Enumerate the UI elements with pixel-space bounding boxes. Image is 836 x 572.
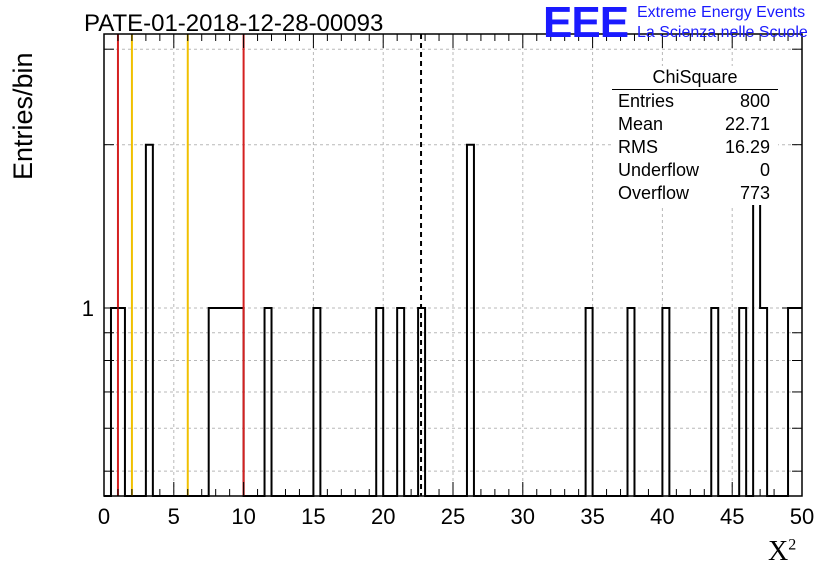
histogram-bin — [265, 308, 272, 496]
x-tick-label: 15 — [301, 504, 325, 529]
x-tick-label: 5 — [168, 504, 180, 529]
eee-logo: EEE — [543, 0, 629, 47]
histogram-bin — [216, 308, 223, 496]
x-tick-label: 40 — [650, 504, 674, 529]
statistics-box: ChiSquare Entries 800 Mean 22.71 RMS 16.… — [612, 66, 778, 205]
x-axis-ticks: 0 5 10 15 20 25 30 35 40 45 50 — [98, 34, 814, 529]
x-tick-label: 10 — [231, 504, 255, 529]
stats-value: 800 — [739, 91, 770, 111]
histogram-bin — [146, 145, 153, 496]
stats-label: Overflow — [618, 183, 690, 203]
stats-value: 16.29 — [724, 137, 770, 157]
x-tick-label: 50 — [790, 504, 814, 529]
x-tick-label: 0 — [98, 504, 110, 529]
histogram-bin — [223, 308, 230, 496]
x-axis-label-superscript: 2 — [788, 536, 797, 554]
x-axis-label-base: X — [768, 536, 789, 567]
x-tick-label: 20 — [371, 504, 395, 529]
x-tick-label: 25 — [441, 504, 465, 529]
stats-label: Underflow — [618, 160, 700, 180]
stats-title: ChiSquare — [612, 66, 778, 90]
histogram-bin — [397, 308, 404, 496]
histogram-bin — [586, 308, 593, 496]
stats-row-underflow: Underflow 0 — [612, 159, 778, 182]
y-tick-label: 1 — [82, 296, 94, 321]
stats-label: Mean — [618, 114, 664, 134]
x-tick-label: 45 — [720, 504, 744, 529]
histogram-bin — [313, 308, 320, 496]
stats-row-mean: Mean 22.71 — [612, 113, 778, 136]
reference-lines — [116, 34, 423, 496]
logo-caption-line1: Extreme Energy Events — [637, 4, 806, 21]
histogram-bin — [376, 308, 383, 496]
y-axis-label: Entries/bin — [8, 52, 38, 180]
histogram-bin — [111, 308, 118, 496]
histogram-bin — [209, 308, 216, 496]
histogram-bin — [628, 308, 635, 496]
logo-caption-line2: La Scienza nelle Scuole — [637, 24, 808, 41]
histogram-bin — [788, 308, 795, 496]
histogram-bin — [760, 308, 767, 496]
histogram-bin — [795, 308, 802, 496]
x-tick-label: 35 — [580, 504, 604, 529]
histogram-bin — [467, 145, 474, 496]
stats-label: RMS — [618, 137, 658, 157]
y-axis-ticks: 1 — [82, 48, 802, 472]
stats-row-entries: Entries 800 — [612, 90, 778, 113]
stats-label: Entries — [618, 91, 675, 111]
stats-row-overflow: Overflow 773 — [612, 182, 778, 205]
histogram-bin — [739, 308, 746, 496]
chart-title: PATE-01-2018-12-28-00093 — [84, 10, 384, 37]
stats-row-rms: RMS 16.29 — [612, 136, 778, 159]
histogram-bin — [230, 308, 237, 496]
stats-value: 22.71 — [724, 114, 770, 134]
x-axis-label: X2 — [768, 536, 796, 568]
histogram-bin — [118, 308, 125, 496]
stats-value: 773 — [739, 183, 770, 203]
x-tick-label: 30 — [511, 504, 535, 529]
histogram-bin — [662, 308, 669, 496]
histogram-bin — [237, 308, 244, 496]
histogram-bin — [711, 308, 718, 496]
stats-value: 0 — [759, 160, 770, 180]
